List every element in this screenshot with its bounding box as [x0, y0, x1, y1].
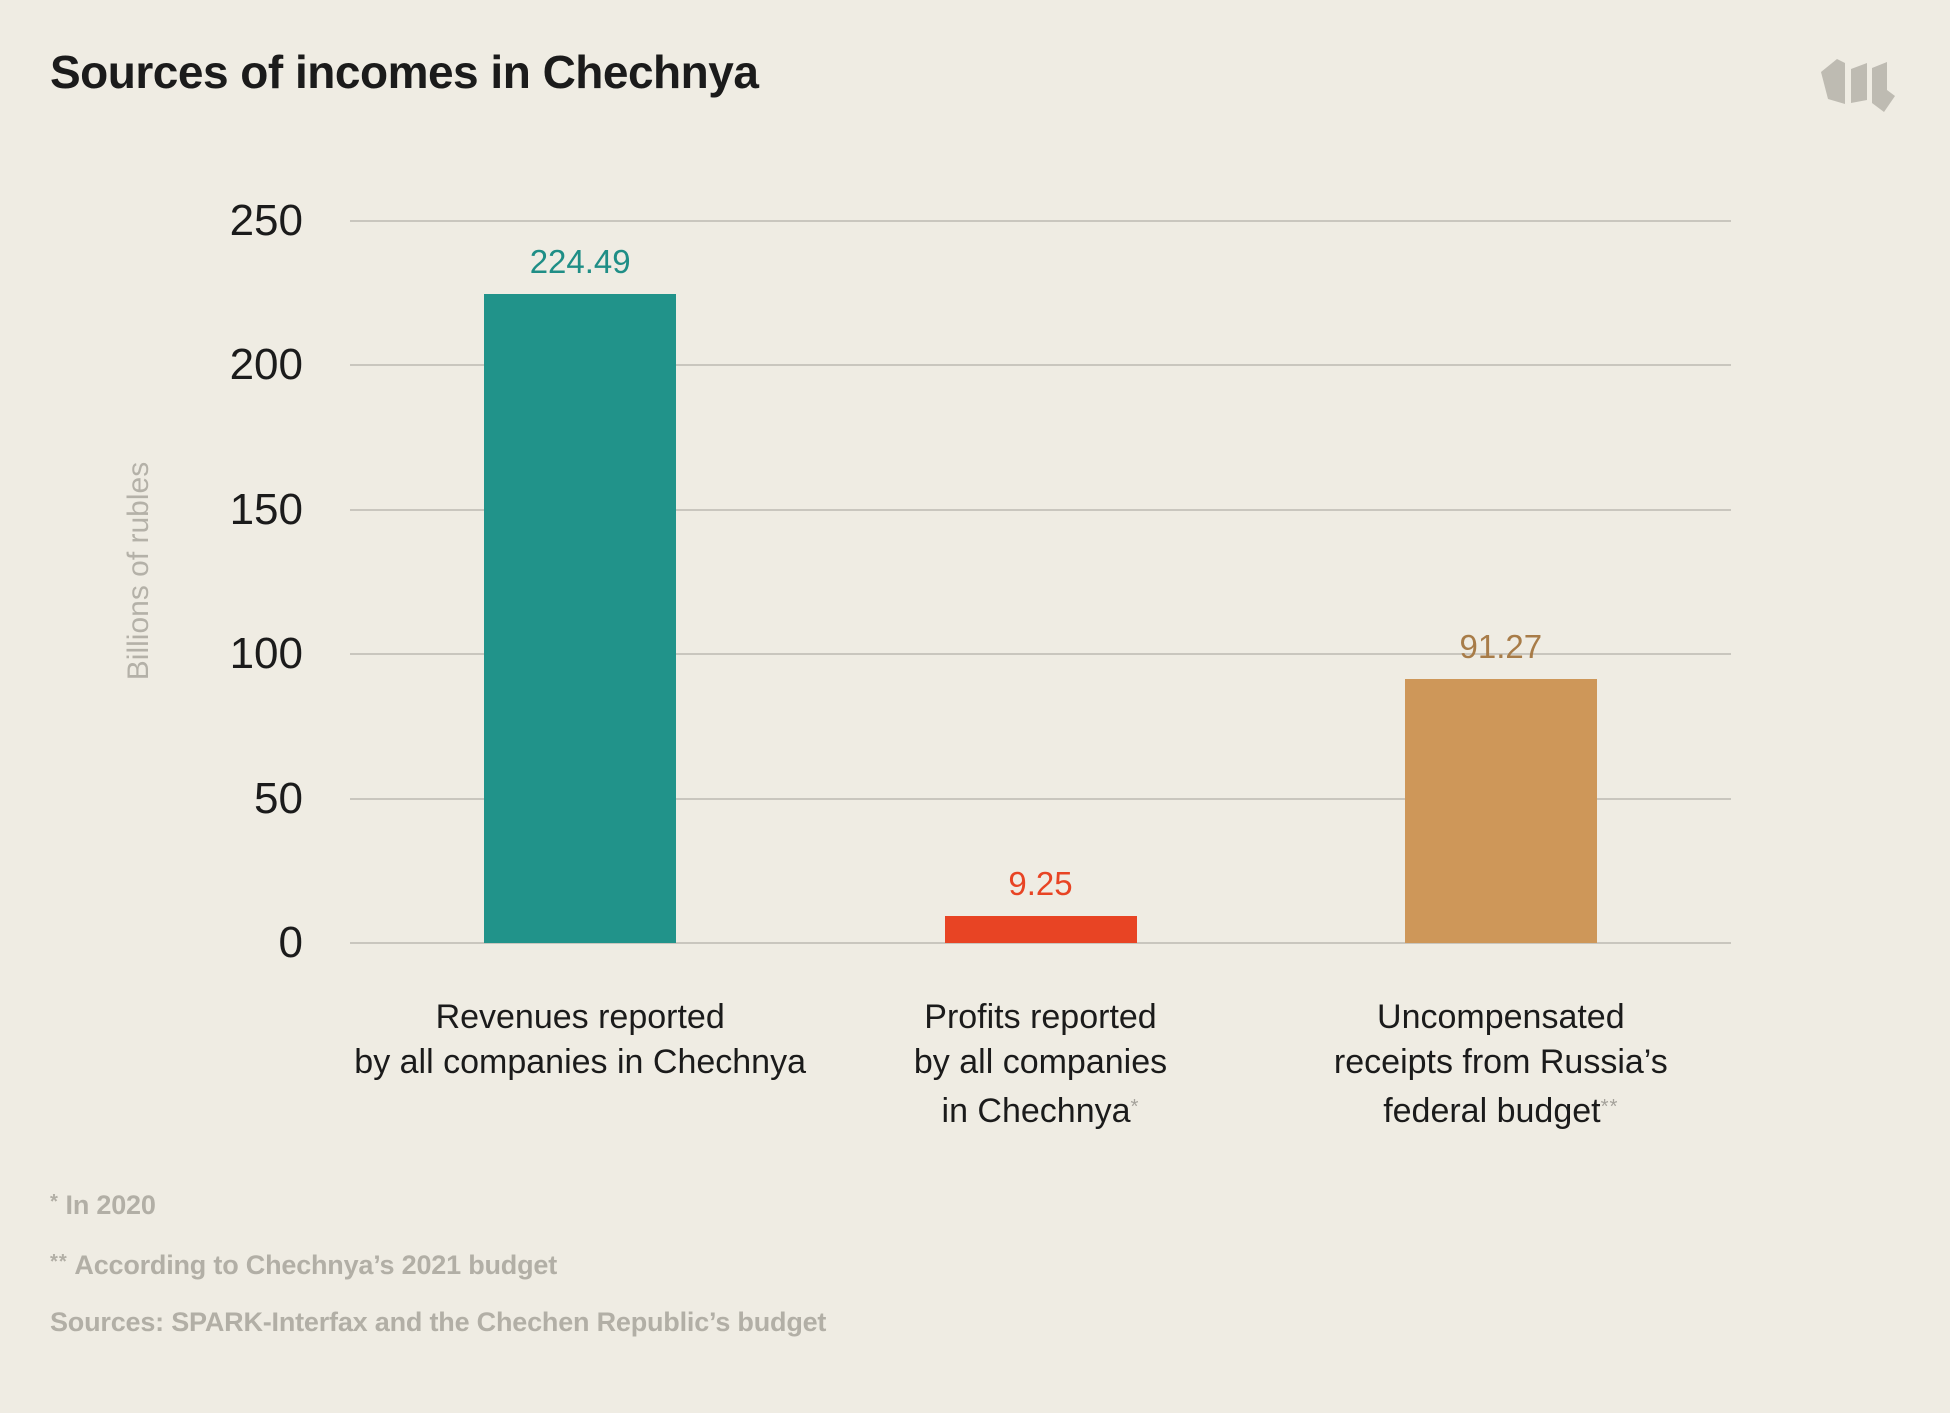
- bar-profits: [944, 916, 1137, 943]
- category-label-profits: Profits reported by all companies in Chech…: [913, 998, 1168, 1131]
- footnote-mark: *: [1130, 1096, 1140, 1118]
- gridline: [350, 219, 1731, 222]
- category-label-revenues: Revenues reported by all companies in Che…: [354, 998, 806, 1081]
- y-tick-label: 250: [229, 195, 303, 245]
- bar-value-label: 224.49: [529, 243, 631, 281]
- footnote: * In 2020: [50, 1190, 156, 1221]
- gridline: [350, 508, 1731, 511]
- y-axis-title: Billions of rubles: [122, 461, 155, 681]
- y-tick-label: 50: [254, 773, 303, 823]
- bar-revenues: [484, 294, 677, 943]
- footnote-mark: **: [1600, 1096, 1619, 1118]
- footnote-mark: *: [50, 1191, 66, 1213]
- meduza-logo-icon: [1821, 59, 1895, 112]
- gridline: [350, 942, 1731, 944]
- footnote: ** According to Chechnya’s 2021 budget: [50, 1250, 557, 1281]
- y-tick-label: 150: [229, 484, 303, 534]
- y-tick-label: 0: [278, 918, 303, 967]
- bar-value-label: 9.25: [1008, 865, 1073, 903]
- gridline: [350, 797, 1731, 800]
- y-tick-label: 100: [229, 629, 303, 678]
- bar-federal-receipts: [1404, 679, 1597, 943]
- y-tick-label: 200: [229, 340, 303, 389]
- footnote: Sources: SPARK-Interfax and the Chechen …: [50, 1307, 827, 1337]
- gridline: [350, 653, 1731, 655]
- category-label-federal-receipts: Uncompensated receipts from Russia’s feder…: [1333, 998, 1668, 1131]
- footnote-mark: **: [50, 1251, 75, 1273]
- gridline: [350, 364, 1731, 366]
- chart-title: Sources of incomes in Chechnya: [50, 46, 759, 98]
- bar-value-label: 91.27: [1459, 628, 1543, 666]
